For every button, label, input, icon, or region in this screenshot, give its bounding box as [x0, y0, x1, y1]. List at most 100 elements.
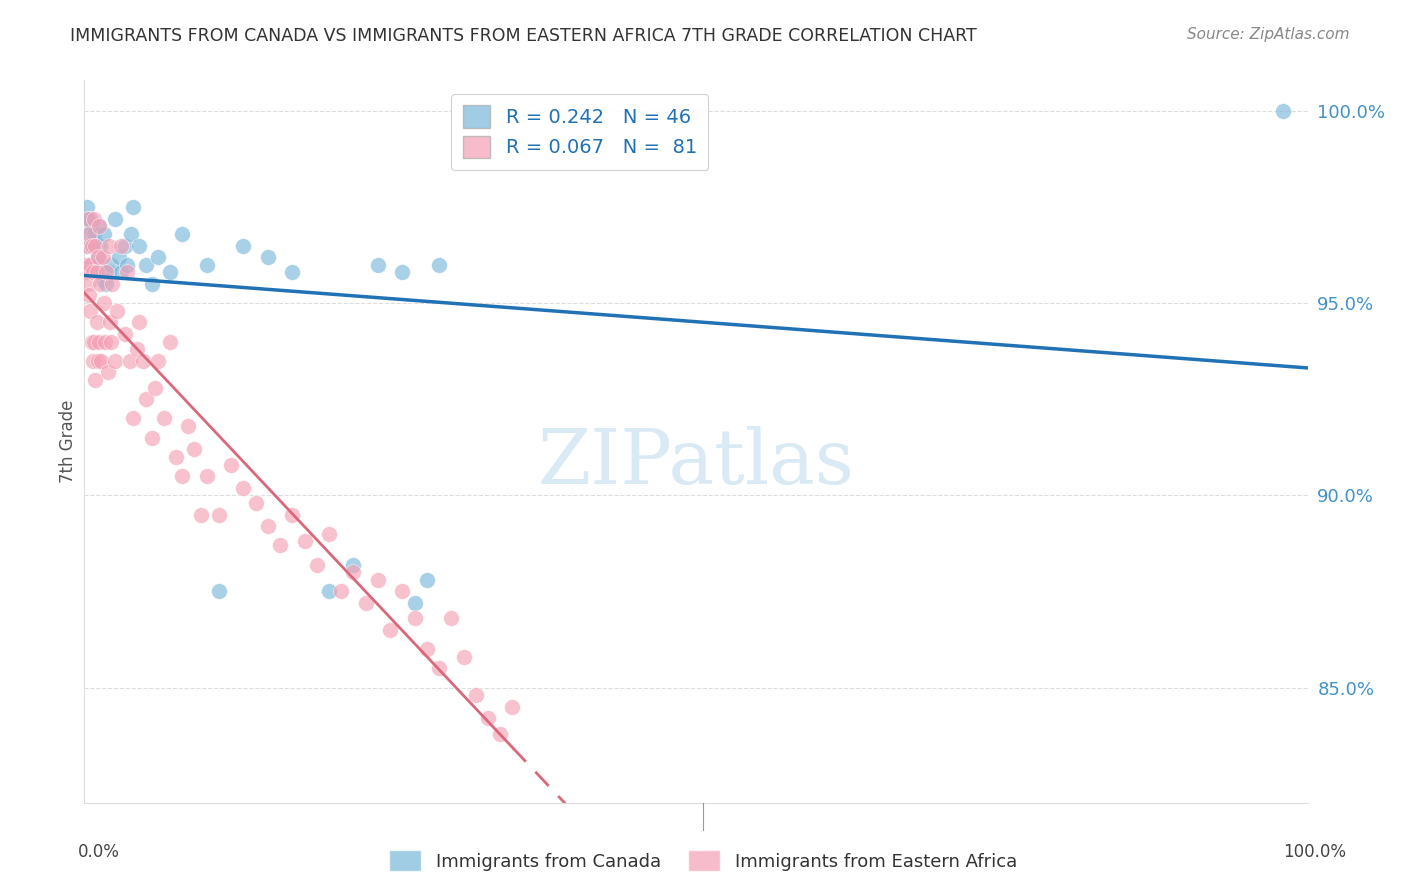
- Point: [114, 238, 136, 252]
- Point: [77, 288, 100, 302]
- Point: [87, 219, 110, 234]
- Legend: Immigrants from Canada, Immigrants from Eastern Africa: Immigrants from Canada, Immigrants from …: [381, 843, 1025, 879]
- Point: [83, 211, 105, 226]
- Point: [110, 238, 132, 252]
- Point: [141, 431, 163, 445]
- Point: [380, 623, 402, 637]
- Point: [115, 258, 138, 272]
- Point: [172, 227, 194, 241]
- Point: [82, 265, 104, 279]
- Point: [97, 238, 120, 252]
- Point: [77, 227, 100, 241]
- Point: [84, 373, 107, 387]
- Point: [100, 258, 122, 272]
- Point: [114, 326, 136, 341]
- Point: [89, 238, 111, 252]
- Point: [342, 558, 364, 572]
- Point: [87, 219, 110, 234]
- Point: [84, 265, 107, 279]
- Point: [77, 211, 100, 226]
- Point: [453, 649, 475, 664]
- Point: [141, 277, 163, 291]
- Point: [391, 584, 413, 599]
- Point: [79, 258, 101, 272]
- Point: [96, 265, 118, 279]
- Point: [165, 450, 187, 464]
- Point: [342, 565, 364, 579]
- Point: [146, 354, 169, 368]
- Text: 0.0%: 0.0%: [77, 843, 120, 861]
- Point: [76, 238, 98, 252]
- Point: [354, 596, 377, 610]
- Point: [97, 365, 120, 379]
- Point: [257, 250, 280, 264]
- Point: [76, 200, 98, 214]
- Point: [416, 642, 439, 657]
- Y-axis label: 7th Grade: 7th Grade: [59, 400, 77, 483]
- Point: [80, 238, 103, 252]
- Point: [232, 481, 254, 495]
- Point: [105, 304, 128, 318]
- Point: [79, 211, 101, 226]
- Point: [143, 381, 166, 395]
- Point: [153, 411, 176, 425]
- Point: [89, 277, 111, 291]
- Point: [104, 211, 127, 226]
- Point: [86, 258, 108, 272]
- Point: [318, 526, 340, 541]
- Point: [159, 265, 181, 279]
- Point: [132, 354, 155, 368]
- Point: [94, 334, 117, 349]
- Text: 100.0%: 100.0%: [1284, 843, 1346, 861]
- Point: [100, 334, 122, 349]
- Point: [135, 392, 157, 407]
- Point: [391, 265, 413, 279]
- Point: [76, 265, 98, 279]
- Point: [183, 442, 205, 457]
- Point: [82, 235, 104, 249]
- Point: [404, 596, 426, 610]
- Point: [91, 273, 114, 287]
- Point: [367, 258, 389, 272]
- Point: [75, 219, 97, 234]
- Point: [83, 334, 105, 349]
- Point: [79, 304, 101, 318]
- Point: [77, 238, 100, 252]
- Point: [79, 258, 101, 272]
- Point: [294, 534, 316, 549]
- Point: [208, 584, 231, 599]
- Point: [82, 354, 104, 368]
- Point: [232, 238, 254, 252]
- Point: [87, 250, 110, 264]
- Point: [120, 227, 142, 241]
- Point: [110, 265, 132, 279]
- Point: [87, 250, 110, 264]
- Point: [93, 296, 115, 310]
- Point: [305, 558, 328, 572]
- Point: [195, 258, 218, 272]
- Point: [87, 334, 110, 349]
- Point: [427, 661, 450, 675]
- Point: [281, 265, 304, 279]
- Point: [208, 508, 231, 522]
- Point: [257, 519, 280, 533]
- Point: [84, 238, 107, 252]
- Point: [122, 411, 145, 425]
- Point: [318, 584, 340, 599]
- Point: [177, 419, 200, 434]
- Point: [489, 726, 512, 740]
- Point: [80, 219, 103, 234]
- Point: [128, 238, 150, 252]
- Point: [269, 538, 291, 552]
- Legend: R = 0.242   N = 46, R = 0.067   N =  81: R = 0.242 N = 46, R = 0.067 N = 81: [451, 94, 709, 169]
- Point: [416, 573, 439, 587]
- Point: [77, 211, 100, 226]
- Point: [367, 573, 389, 587]
- Point: [330, 584, 353, 599]
- Point: [118, 354, 141, 368]
- Point: [146, 250, 169, 264]
- Point: [281, 508, 304, 522]
- Point: [440, 611, 463, 625]
- Point: [93, 227, 115, 241]
- Text: IMMIGRANTS FROM CANADA VS IMMIGRANTS FROM EASTERN AFRICA 7TH GRADE CORRELATION C: IMMIGRANTS FROM CANADA VS IMMIGRANTS FRO…: [70, 27, 977, 45]
